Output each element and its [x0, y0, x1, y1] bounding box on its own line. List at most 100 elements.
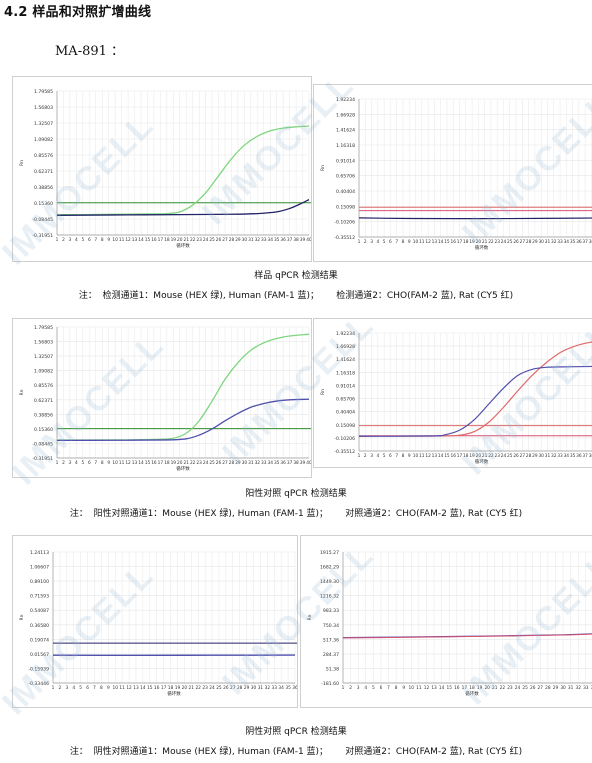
x-tick-label: 21 — [492, 685, 498, 691]
amplification-curve — [56, 199, 310, 216]
x-tick-label: 19 — [469, 453, 475, 459]
x-tick-label: 16 — [151, 460, 157, 466]
x-tick-label: 30 — [560, 685, 566, 691]
x-tick-label: 24 — [501, 239, 507, 245]
x-tick-label: 29 — [244, 685, 250, 691]
x-tick-label: 7 — [94, 460, 97, 466]
x-tick-label: 21 — [482, 239, 488, 245]
y-tick-label: 0.62371 — [34, 169, 53, 175]
y-tick-label: 0.15098 — [336, 423, 355, 429]
y-tick-label: 0.40404 — [336, 189, 355, 195]
y-tick-label: 0.65706 — [336, 174, 355, 180]
x-tick-label: 5 — [372, 685, 375, 691]
x-tick-label: 2 — [62, 460, 65, 466]
positive-note: 注： 阳性对照通道1：Mouse (HEX 绿), Human (FAM-1 蓝… — [69, 509, 523, 519]
x-tick-label: 11 — [416, 685, 422, 691]
y-tick-label: 1.24113 — [30, 550, 49, 556]
x-tick-label: 24 — [203, 460, 209, 466]
x-tick-label: 31 — [545, 453, 551, 459]
x-tick-label: 26 — [216, 460, 222, 466]
x-tick-label: 34 — [267, 460, 273, 466]
chart-svg: 1.24113 1.06607 0.89100 0.71593 0.54087 0.365… — [19, 550, 297, 697]
x-tick-label: 7 — [94, 237, 97, 243]
x-tick-label: 34 — [564, 453, 570, 459]
x-tick-label: 25 — [507, 453, 513, 459]
y-axis-label: Rn — [320, 389, 326, 395]
y-tick-label: -181.60 — [321, 681, 339, 687]
x-tick-label: 8 — [395, 685, 398, 691]
x-tick-label: 7 — [395, 239, 398, 245]
x-tick-label: 20 — [177, 237, 183, 243]
x-tick-label: 26 — [530, 685, 536, 691]
x-tick-label: 16 — [454, 685, 460, 691]
x-tick-label: 3 — [65, 685, 68, 691]
x-axis-label: 循环数 — [465, 690, 479, 697]
x-tick-label: 28 — [229, 460, 235, 466]
x-tick-label: 7 — [395, 453, 398, 459]
x-tick-label: 17 — [457, 239, 463, 245]
x-tick-label: 6 — [88, 460, 91, 466]
y-tick-label: -0.08445 — [32, 441, 53, 447]
section-heading: 4.2 样品和对照扩增曲线 — [4, 5, 152, 20]
amplification-curve — [56, 398, 310, 442]
x-tick-label: 19 — [171, 460, 177, 466]
sample-channel-1-chart: 1.79585 1.56803 1.32507 1.09082 0.85576 0.623… — [12, 76, 312, 262]
x-tick-label: 29 — [553, 685, 559, 691]
x-tick-label: 14 — [140, 685, 146, 691]
x-tick-label: 24 — [209, 685, 215, 691]
x-tick-label: 27 — [230, 685, 236, 691]
y-tick-label: -0.08445 — [32, 217, 53, 223]
sample-id: MA-891 ： — [55, 44, 125, 59]
x-tick-label: 20 — [484, 685, 490, 691]
y-tick-label: 284.37 — [323, 652, 339, 658]
x-tick-label: 8 — [100, 685, 103, 691]
x-tick-label: 32 — [551, 453, 557, 459]
x-tick-label: 33 — [261, 237, 267, 243]
x-tick-label: 28 — [526, 239, 532, 245]
y-tick-label: -0.10206 — [334, 220, 355, 226]
x-tick-label: 23 — [202, 685, 208, 691]
x-tick-label: 9 — [408, 239, 411, 245]
y-tick-label: 1.16318 — [336, 370, 355, 376]
x-tick-label: 6 — [389, 453, 392, 459]
x-tick-label: 5 — [383, 453, 386, 459]
x-tick-label: 10 — [409, 685, 415, 691]
x-tick-label: 21 — [183, 460, 189, 466]
chart-svg: 1.92234 1.66928 1.41624 1.16318 0.91014 0.657… — [320, 331, 592, 465]
x-tick-label: 8 — [101, 460, 104, 466]
x-tick-label: 11 — [419, 453, 425, 459]
x-tick-label: 2 — [62, 237, 65, 243]
y-tick-label: -0.31951 — [32, 233, 53, 239]
x-tick-label: 27 — [538, 685, 544, 691]
y-tick-label: 0.40404 — [336, 410, 355, 416]
x-tick-label: 10 — [112, 460, 118, 466]
x-tick-label: 26 — [513, 453, 519, 459]
chart-svg: 1.79585 1.56803 1.32507 1.09082 0.85576 0.623… — [19, 325, 311, 472]
negative-channel-1-chart: 1.24113 1.06607 0.89100 0.71593 0.54087 0.365… — [12, 535, 298, 708]
y-tick-label: 1.92234 — [336, 97, 355, 103]
negative-note: 注： 阴性对照通道1：Mouse (HEX 绿), Human (FAM-1 蓝… — [69, 747, 523, 757]
x-tick-label: 17 — [158, 460, 164, 466]
x-tick-label: 38 — [589, 453, 592, 459]
x-tick-label: 29 — [235, 237, 241, 243]
x-tick-label: 28 — [229, 237, 235, 243]
x-tick-label: 14 — [138, 460, 144, 466]
x-tick-label: 12 — [424, 685, 430, 691]
x-tick-label: 16 — [450, 239, 456, 245]
y-tick-label: 0.89100 — [30, 579, 49, 585]
x-tick-label: 15 — [145, 460, 151, 466]
x-tick-label: 4 — [75, 237, 78, 243]
x-tick-label: 38 — [589, 239, 592, 245]
x-tick-label: 5 — [81, 460, 84, 466]
y-tick-label: 1.41624 — [336, 128, 355, 134]
x-tick-label: 4 — [72, 685, 75, 691]
x-tick-label: 9 — [107, 685, 110, 691]
x-tick-label: 5 — [81, 237, 84, 243]
x-tick-label: 29 — [532, 453, 538, 459]
y-tick-label: 517.36 — [323, 637, 339, 643]
x-tick-label: 10 — [112, 685, 118, 691]
x-tick-label: 4 — [376, 453, 379, 459]
x-tick-label: 20 — [476, 239, 482, 245]
x-tick-label: 15 — [147, 685, 153, 691]
x-tick-label: 37 — [287, 460, 293, 466]
